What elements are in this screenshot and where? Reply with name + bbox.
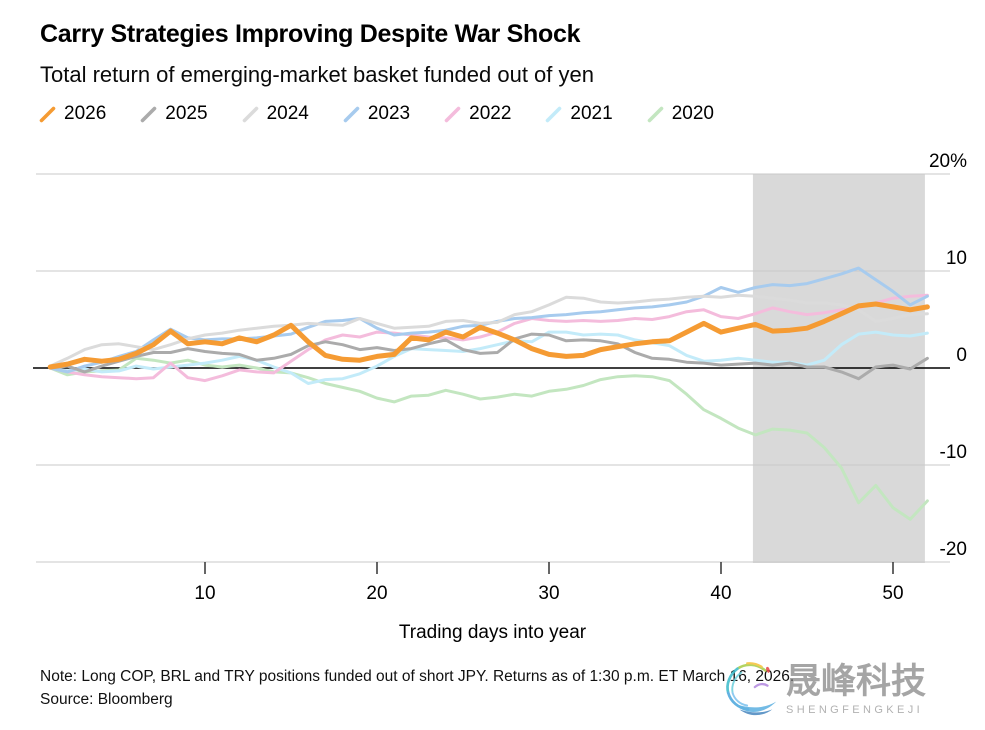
watermark-cjk-label: 晟峰科技 (786, 662, 927, 701)
chart-subtitle: Total return of emerging-market basket f… (40, 62, 594, 87)
series-line-2026 (47, 301, 930, 370)
x-axis-tick-label-50: 50 (882, 583, 903, 604)
series-line-2021 (48, 330, 929, 385)
legend-label: 2022 (469, 103, 512, 124)
x-axis-tick-label-40: 40 (710, 583, 731, 604)
y-axis-label--20: -20 (940, 539, 967, 560)
x-axis-tick-label-20: 20 (366, 583, 387, 604)
legend-item-2025: 2025 (139, 103, 208, 125)
legend-swatch-icon (546, 106, 562, 122)
legend-swatch-icon (647, 106, 663, 122)
legend-item-2024: 2024 (241, 103, 309, 125)
legend-label: 2026 (64, 103, 107, 124)
legend-label: 2025 (165, 103, 208, 124)
legend-swatch-icon (140, 106, 157, 122)
legend-swatch-icon (242, 106, 258, 122)
x-axis-tick-label-30: 30 (538, 583, 559, 604)
legend-item-2021: 2021 (544, 103, 613, 125)
series-line-2024 (48, 293, 929, 368)
legend-swatch-icon (444, 106, 461, 122)
footnote: Note: Long COP, BRL and TRY positions fu… (40, 668, 795, 685)
series-line-2025 (48, 332, 929, 381)
legend-item-2022: 2022 (443, 103, 511, 125)
y-axis-label-20: 20% (929, 151, 967, 172)
legend-swatch-icon (39, 106, 56, 122)
chart-title: Carry Strategies Improving Despite War S… (40, 20, 581, 48)
legend-label: 2024 (266, 103, 309, 124)
legend-label: 2021 (570, 103, 613, 124)
legend-label: 2020 (671, 103, 714, 124)
legend-label: 2023 (367, 103, 411, 124)
watermark: 晟峰科技 SHENGFENGKEJI (720, 656, 926, 722)
watermark-latin-label: SHENGFENGKEJI (786, 703, 924, 716)
legend: 2026 2025 2024 2023 2022 2021 2020 (38, 103, 714, 125)
x-axis-tick-label-10: 10 (194, 583, 215, 604)
chart-canvas: 20% 10 0 -10 -20 10 20 30 40 50 (33, 151, 967, 604)
y-axis-label--10: -10 (940, 442, 967, 463)
legend-item-2020: 2020 (646, 103, 714, 125)
source-credit: Source: Bloomberg (40, 691, 173, 708)
legend-swatch-icon (343, 106, 360, 122)
y-axis-label-0: 0 (956, 345, 967, 366)
y-axis-label-10: 10 (946, 248, 967, 269)
watermark-text: 晟峰科技 SHENGFENGKEJI (786, 662, 927, 716)
series-line-2022 (48, 293, 929, 383)
legend-item-2023: 2023 (342, 103, 410, 125)
legend-item-2026: 2026 (38, 103, 106, 125)
x-axis-title: Trading days into year (398, 622, 587, 643)
watermark-swirl-icon (726, 662, 777, 716)
